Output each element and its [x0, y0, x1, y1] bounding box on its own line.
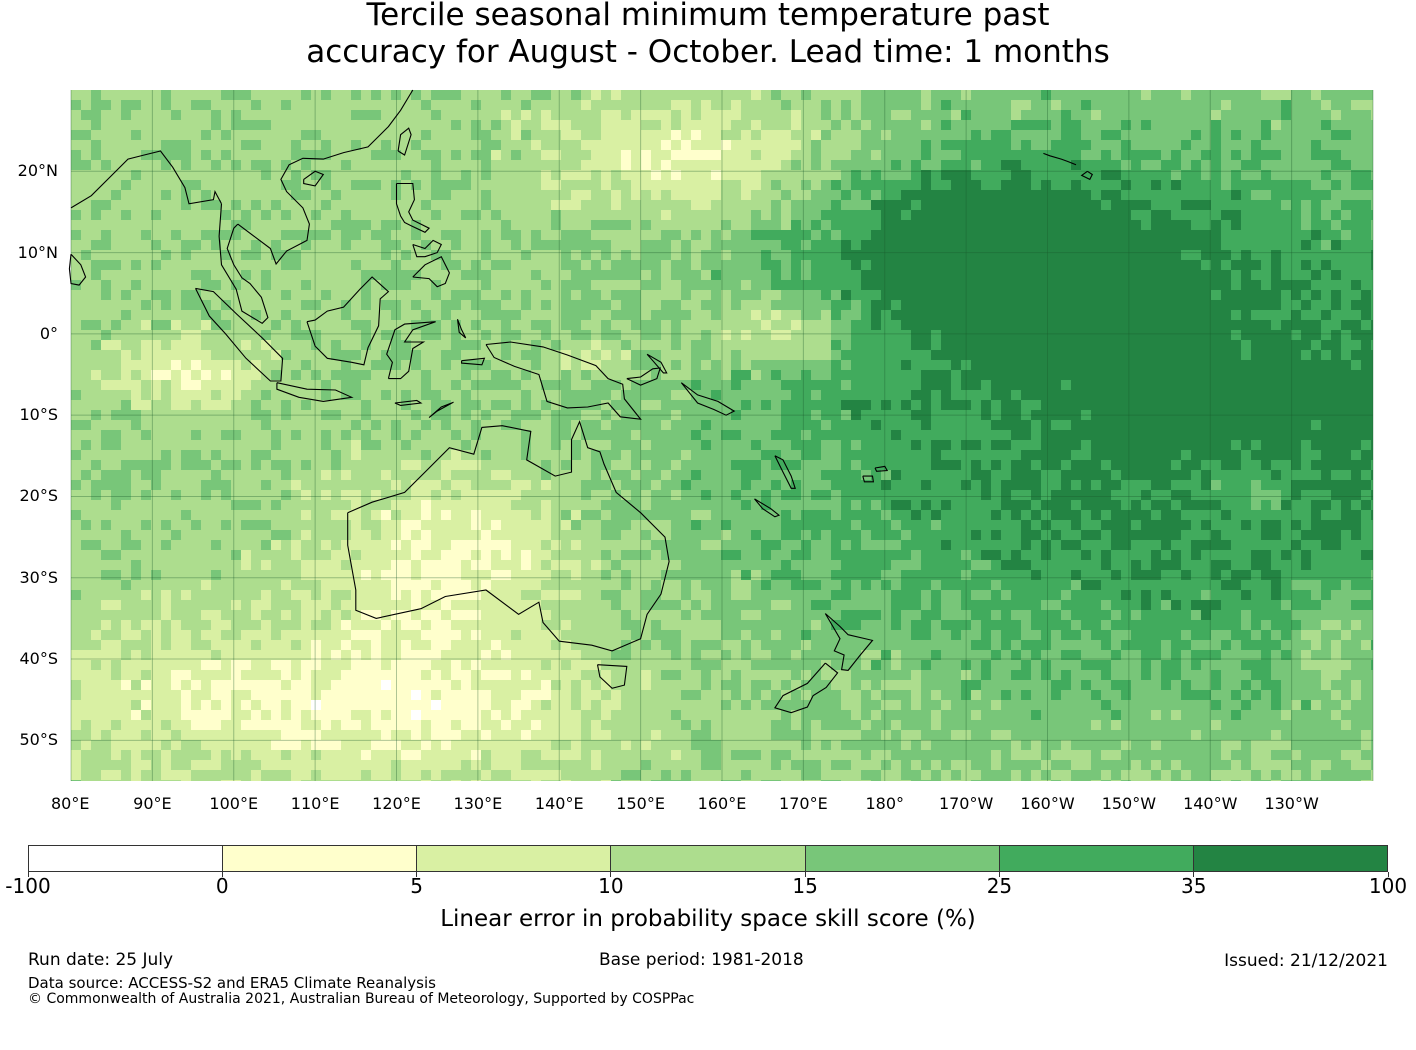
taiwan-coast: [397, 127, 412, 156]
longitude-label: 140°W: [1183, 794, 1238, 813]
longitude-label: 170°E: [779, 794, 828, 813]
hainan-coast: [303, 170, 325, 187]
hawaii-islands-coast: [1043, 152, 1077, 166]
colorbar-segment: [417, 846, 612, 871]
colorbar-tickmark: [804, 872, 806, 877]
colorbar-tick-label: 15: [792, 874, 818, 898]
skill-score-map: [68, 89, 1374, 781]
longitude-label: 160°E: [697, 794, 747, 813]
longitude-label: 170°W: [938, 794, 994, 813]
longitude-label: 90°E: [133, 794, 172, 813]
australia-coast: [347, 420, 670, 652]
run-date: Run date: 25 July: [28, 950, 174, 970]
colorbar-tickmark: [1387, 872, 1389, 877]
sumatra-coast: [195, 287, 284, 382]
longitude-label: 130°W: [1264, 794, 1319, 813]
fiji-vanua-levu-coast: [874, 465, 889, 472]
new-ireland-coast: [646, 353, 668, 374]
colorbar-segment: [805, 846, 1000, 871]
java-coast: [276, 382, 354, 402]
latitude-label: 50°S: [19, 730, 58, 750]
colorbar-segment: [999, 846, 1194, 871]
latitude-label: 0°: [39, 323, 58, 343]
philippines-mindanao-coast: [412, 255, 451, 288]
new-britain-coast: [626, 367, 661, 386]
new-guinea-coast: [485, 341, 642, 420]
nz-south-coast: [774, 662, 839, 714]
longitude-label: 180°: [865, 794, 905, 813]
halmahera-coast: [456, 319, 467, 339]
colorbar-tickmark: [416, 872, 418, 877]
colorbar-tick-label: 100: [1368, 874, 1408, 898]
data-source: Data source: ACCESS-S2 and ERA5 Climate …: [28, 974, 436, 992]
nz-north-coast: [824, 613, 874, 671]
latitude-label: 20°N: [17, 161, 58, 181]
latitude-label: 30°S: [19, 567, 58, 587]
solomon-islands-coast: [680, 382, 736, 416]
latitude-label: 10°S: [19, 405, 58, 425]
new-caledonia-coast: [754, 498, 781, 518]
philippines-luzon-coast: [395, 182, 431, 233]
sulawesi-coast: [386, 321, 436, 380]
malay-peninsula-coast: [218, 203, 269, 324]
colorbar-tick-label: 35: [1180, 874, 1207, 898]
latitude-label: 40°S: [19, 649, 58, 669]
longitude-label: 120°E: [372, 794, 421, 813]
map-title-line-2: accuracy for August - October. Lead time…: [306, 34, 1110, 70]
colorbar-segment: [223, 846, 418, 871]
longitude-label: 150°E: [616, 794, 665, 813]
colorbar-tick-label: 0: [215, 874, 229, 898]
colorbar-tickmark: [1193, 872, 1195, 877]
colorbar-segment: [1193, 846, 1387, 871]
longitude-label: 130°E: [453, 794, 503, 813]
colorbar: [28, 845, 1388, 872]
india-myanmar-coast: [70, 150, 222, 209]
colorbar-segment: [29, 846, 224, 871]
coastlines: [68, 89, 1094, 714]
colorbar-tick-label: 25: [986, 874, 1013, 898]
copyright: © Commonwealth of Australia 2021, Austra…: [28, 991, 695, 1007]
longitude-label: 140°E: [534, 794, 584, 813]
skill-field: [71, 90, 1373, 781]
longitude-label: 100°E: [209, 794, 259, 813]
fiji-coast: [862, 475, 875, 483]
indochina-coast: [237, 89, 414, 266]
sri-lanka-coast: [68, 253, 87, 286]
tasmania-coast: [596, 664, 628, 689]
colorbar-segment: [611, 846, 806, 871]
latitude-label: 10°N: [17, 242, 58, 262]
colorbar-tickmark: [998, 872, 1000, 877]
longitude-label: 80°E: [51, 794, 90, 813]
longitude-label: 150°W: [1101, 794, 1157, 813]
map-title-line-1: Tercile seasonal minimum temperature pas…: [366, 0, 1050, 33]
seram-coast: [461, 357, 486, 366]
vanuatu-coast: [774, 455, 796, 489]
flores-coast: [394, 399, 423, 406]
base-period: Base period: 1981-2018: [599, 950, 804, 970]
philippines-visayas-coast: [412, 239, 443, 258]
longitude-label: 110°E: [290, 794, 340, 813]
colorbar-tickmark: [610, 872, 612, 877]
hawaii-coast: [1080, 170, 1094, 181]
colorbar-tickmark: [27, 872, 29, 877]
timor-coast: [428, 401, 454, 419]
issued-date: Issued: 21/12/2021: [1224, 951, 1388, 971]
colorbar-tick-label: 5: [410, 874, 423, 898]
colorbar-tick-label: 10: [598, 874, 624, 898]
latitude-label: 20°S: [19, 486, 58, 506]
longitude-label: 160°W: [1020, 794, 1075, 813]
colorbar-label: Linear error in probability space skill …: [440, 906, 976, 932]
colorbar-tickmark: [221, 872, 223, 877]
borneo-coast: [306, 276, 390, 366]
colorbar-tick-label: -100: [5, 874, 51, 898]
